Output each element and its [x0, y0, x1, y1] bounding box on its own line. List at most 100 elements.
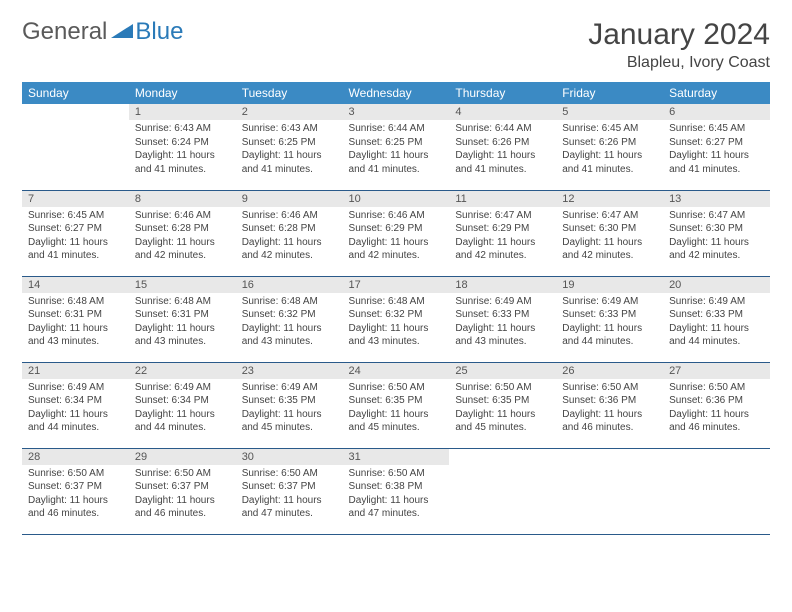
daylight-text: Daylight: 11 hours	[562, 322, 657, 336]
sunrise-text: Sunrise: 6:47 AM	[669, 209, 764, 223]
daylight-text: and 47 minutes.	[349, 507, 444, 521]
day-number: 19	[556, 277, 663, 293]
daylight-text: and 41 minutes.	[242, 163, 337, 177]
day-number: 18	[449, 277, 556, 293]
sunrise-text: Sunrise: 6:48 AM	[135, 295, 230, 309]
weekday-header: Thursday	[449, 82, 556, 104]
daylight-text: and 44 minutes.	[28, 421, 123, 435]
calendar-cell: ..	[556, 448, 663, 534]
weekday-header: Saturday	[663, 82, 770, 104]
calendar-cell: 18Sunrise: 6:49 AMSunset: 6:33 PMDayligh…	[449, 276, 556, 362]
page-title: January 2024	[588, 18, 770, 52]
calendar-cell: 13Sunrise: 6:47 AMSunset: 6:30 PMDayligh…	[663, 190, 770, 276]
sunrise-text: Sunrise: 6:48 AM	[242, 295, 337, 309]
day-info: Sunrise: 6:49 AMSunset: 6:34 PMDaylight:…	[22, 379, 129, 439]
calendar-cell: 30Sunrise: 6:50 AMSunset: 6:37 PMDayligh…	[236, 448, 343, 534]
calendar-row: 7Sunrise: 6:45 AMSunset: 6:27 PMDaylight…	[22, 190, 770, 276]
daylight-text: Daylight: 11 hours	[349, 149, 444, 163]
daylight-text: and 42 minutes.	[562, 249, 657, 263]
logo-triangle-icon	[111, 20, 133, 45]
sunrise-text: Sunrise: 6:49 AM	[455, 295, 550, 309]
sunrise-text: Sunrise: 6:43 AM	[242, 122, 337, 136]
sunrise-text: Sunrise: 6:50 AM	[349, 467, 444, 481]
daylight-text: Daylight: 11 hours	[669, 322, 764, 336]
sunrise-text: Sunrise: 6:43 AM	[135, 122, 230, 136]
sunset-text: Sunset: 6:27 PM	[669, 136, 764, 150]
daylight-text: and 42 minutes.	[242, 249, 337, 263]
day-info: Sunrise: 6:50 AMSunset: 6:37 PMDaylight:…	[22, 465, 129, 525]
calendar-cell: 20Sunrise: 6:49 AMSunset: 6:33 PMDayligh…	[663, 276, 770, 362]
calendar-cell: 17Sunrise: 6:48 AMSunset: 6:32 PMDayligh…	[343, 276, 450, 362]
day-info: Sunrise: 6:45 AMSunset: 6:26 PMDaylight:…	[556, 120, 663, 180]
calendar-cell: 29Sunrise: 6:50 AMSunset: 6:37 PMDayligh…	[129, 448, 236, 534]
daylight-text: and 46 minutes.	[135, 507, 230, 521]
day-info: Sunrise: 6:47 AMSunset: 6:29 PMDaylight:…	[449, 207, 556, 267]
daylight-text: Daylight: 11 hours	[455, 149, 550, 163]
day-info: Sunrise: 6:50 AMSunset: 6:36 PMDaylight:…	[663, 379, 770, 439]
sunrise-text: Sunrise: 6:50 AM	[349, 381, 444, 395]
day-number: 14	[22, 277, 129, 293]
calendar-cell: 14Sunrise: 6:48 AMSunset: 6:31 PMDayligh…	[22, 276, 129, 362]
daylight-text: and 46 minutes.	[562, 421, 657, 435]
daylight-text: Daylight: 11 hours	[28, 236, 123, 250]
calendar-cell: ..	[22, 104, 129, 190]
sunrise-text: Sunrise: 6:44 AM	[455, 122, 550, 136]
daylight-text: and 41 minutes.	[669, 163, 764, 177]
day-number: 23	[236, 363, 343, 379]
day-number: 22	[129, 363, 236, 379]
daylight-text: Daylight: 11 hours	[669, 236, 764, 250]
sunset-text: Sunset: 6:26 PM	[455, 136, 550, 150]
day-number: 10	[343, 191, 450, 207]
calendar-cell: 31Sunrise: 6:50 AMSunset: 6:38 PMDayligh…	[343, 448, 450, 534]
daylight-text: and 47 minutes.	[242, 507, 337, 521]
daylight-text: Daylight: 11 hours	[242, 322, 337, 336]
weekday-header: Tuesday	[236, 82, 343, 104]
calendar-cell: 11Sunrise: 6:47 AMSunset: 6:29 PMDayligh…	[449, 190, 556, 276]
day-info: Sunrise: 6:43 AMSunset: 6:24 PMDaylight:…	[129, 120, 236, 180]
day-info: Sunrise: 6:50 AMSunset: 6:38 PMDaylight:…	[343, 465, 450, 525]
weekday-header: Sunday	[22, 82, 129, 104]
sunrise-text: Sunrise: 6:48 AM	[349, 295, 444, 309]
calendar-cell: 1Sunrise: 6:43 AMSunset: 6:24 PMDaylight…	[129, 104, 236, 190]
calendar-cell: 24Sunrise: 6:50 AMSunset: 6:35 PMDayligh…	[343, 362, 450, 448]
calendar-cell: 25Sunrise: 6:50 AMSunset: 6:35 PMDayligh…	[449, 362, 556, 448]
sunset-text: Sunset: 6:29 PM	[349, 222, 444, 236]
sunset-text: Sunset: 6:29 PM	[455, 222, 550, 236]
day-info: Sunrise: 6:50 AMSunset: 6:36 PMDaylight:…	[556, 379, 663, 439]
sunrise-text: Sunrise: 6:44 AM	[349, 122, 444, 136]
sunrise-text: Sunrise: 6:49 AM	[669, 295, 764, 309]
sunset-text: Sunset: 6:24 PM	[135, 136, 230, 150]
sunset-text: Sunset: 6:32 PM	[242, 308, 337, 322]
day-info: Sunrise: 6:46 AMSunset: 6:28 PMDaylight:…	[129, 207, 236, 267]
daylight-text: Daylight: 11 hours	[562, 236, 657, 250]
location-label: Blapleu, Ivory Coast	[588, 54, 770, 72]
calendar-cell: 5Sunrise: 6:45 AMSunset: 6:26 PMDaylight…	[556, 104, 663, 190]
day-number: 30	[236, 449, 343, 465]
daylight-text: and 44 minutes.	[135, 421, 230, 435]
calendar-row: 28Sunrise: 6:50 AMSunset: 6:37 PMDayligh…	[22, 448, 770, 534]
day-info: Sunrise: 6:49 AMSunset: 6:35 PMDaylight:…	[236, 379, 343, 439]
sunset-text: Sunset: 6:35 PM	[242, 394, 337, 408]
calendar-cell: 3Sunrise: 6:44 AMSunset: 6:25 PMDaylight…	[343, 104, 450, 190]
daylight-text: and 43 minutes.	[349, 335, 444, 349]
daylight-text: Daylight: 11 hours	[242, 149, 337, 163]
daylight-text: and 46 minutes.	[669, 421, 764, 435]
day-info: Sunrise: 6:50 AMSunset: 6:37 PMDaylight:…	[129, 465, 236, 525]
day-number: 4	[449, 104, 556, 120]
logo-text-blue: Blue	[135, 18, 183, 46]
sunset-text: Sunset: 6:33 PM	[562, 308, 657, 322]
sunset-text: Sunset: 6:25 PM	[349, 136, 444, 150]
daylight-text: and 45 minutes.	[455, 421, 550, 435]
daylight-text: and 45 minutes.	[349, 421, 444, 435]
daylight-text: Daylight: 11 hours	[669, 149, 764, 163]
day-info: Sunrise: 6:49 AMSunset: 6:33 PMDaylight:…	[663, 293, 770, 353]
sunrise-text: Sunrise: 6:46 AM	[349, 209, 444, 223]
sunset-text: Sunset: 6:38 PM	[349, 480, 444, 494]
day-number: 12	[556, 191, 663, 207]
day-number: 20	[663, 277, 770, 293]
day-info: Sunrise: 6:50 AMSunset: 6:37 PMDaylight:…	[236, 465, 343, 525]
daylight-text: Daylight: 11 hours	[135, 236, 230, 250]
weekday-header: Friday	[556, 82, 663, 104]
sunrise-text: Sunrise: 6:45 AM	[28, 209, 123, 223]
weekday-header-row: Sunday Monday Tuesday Wednesday Thursday…	[22, 82, 770, 104]
